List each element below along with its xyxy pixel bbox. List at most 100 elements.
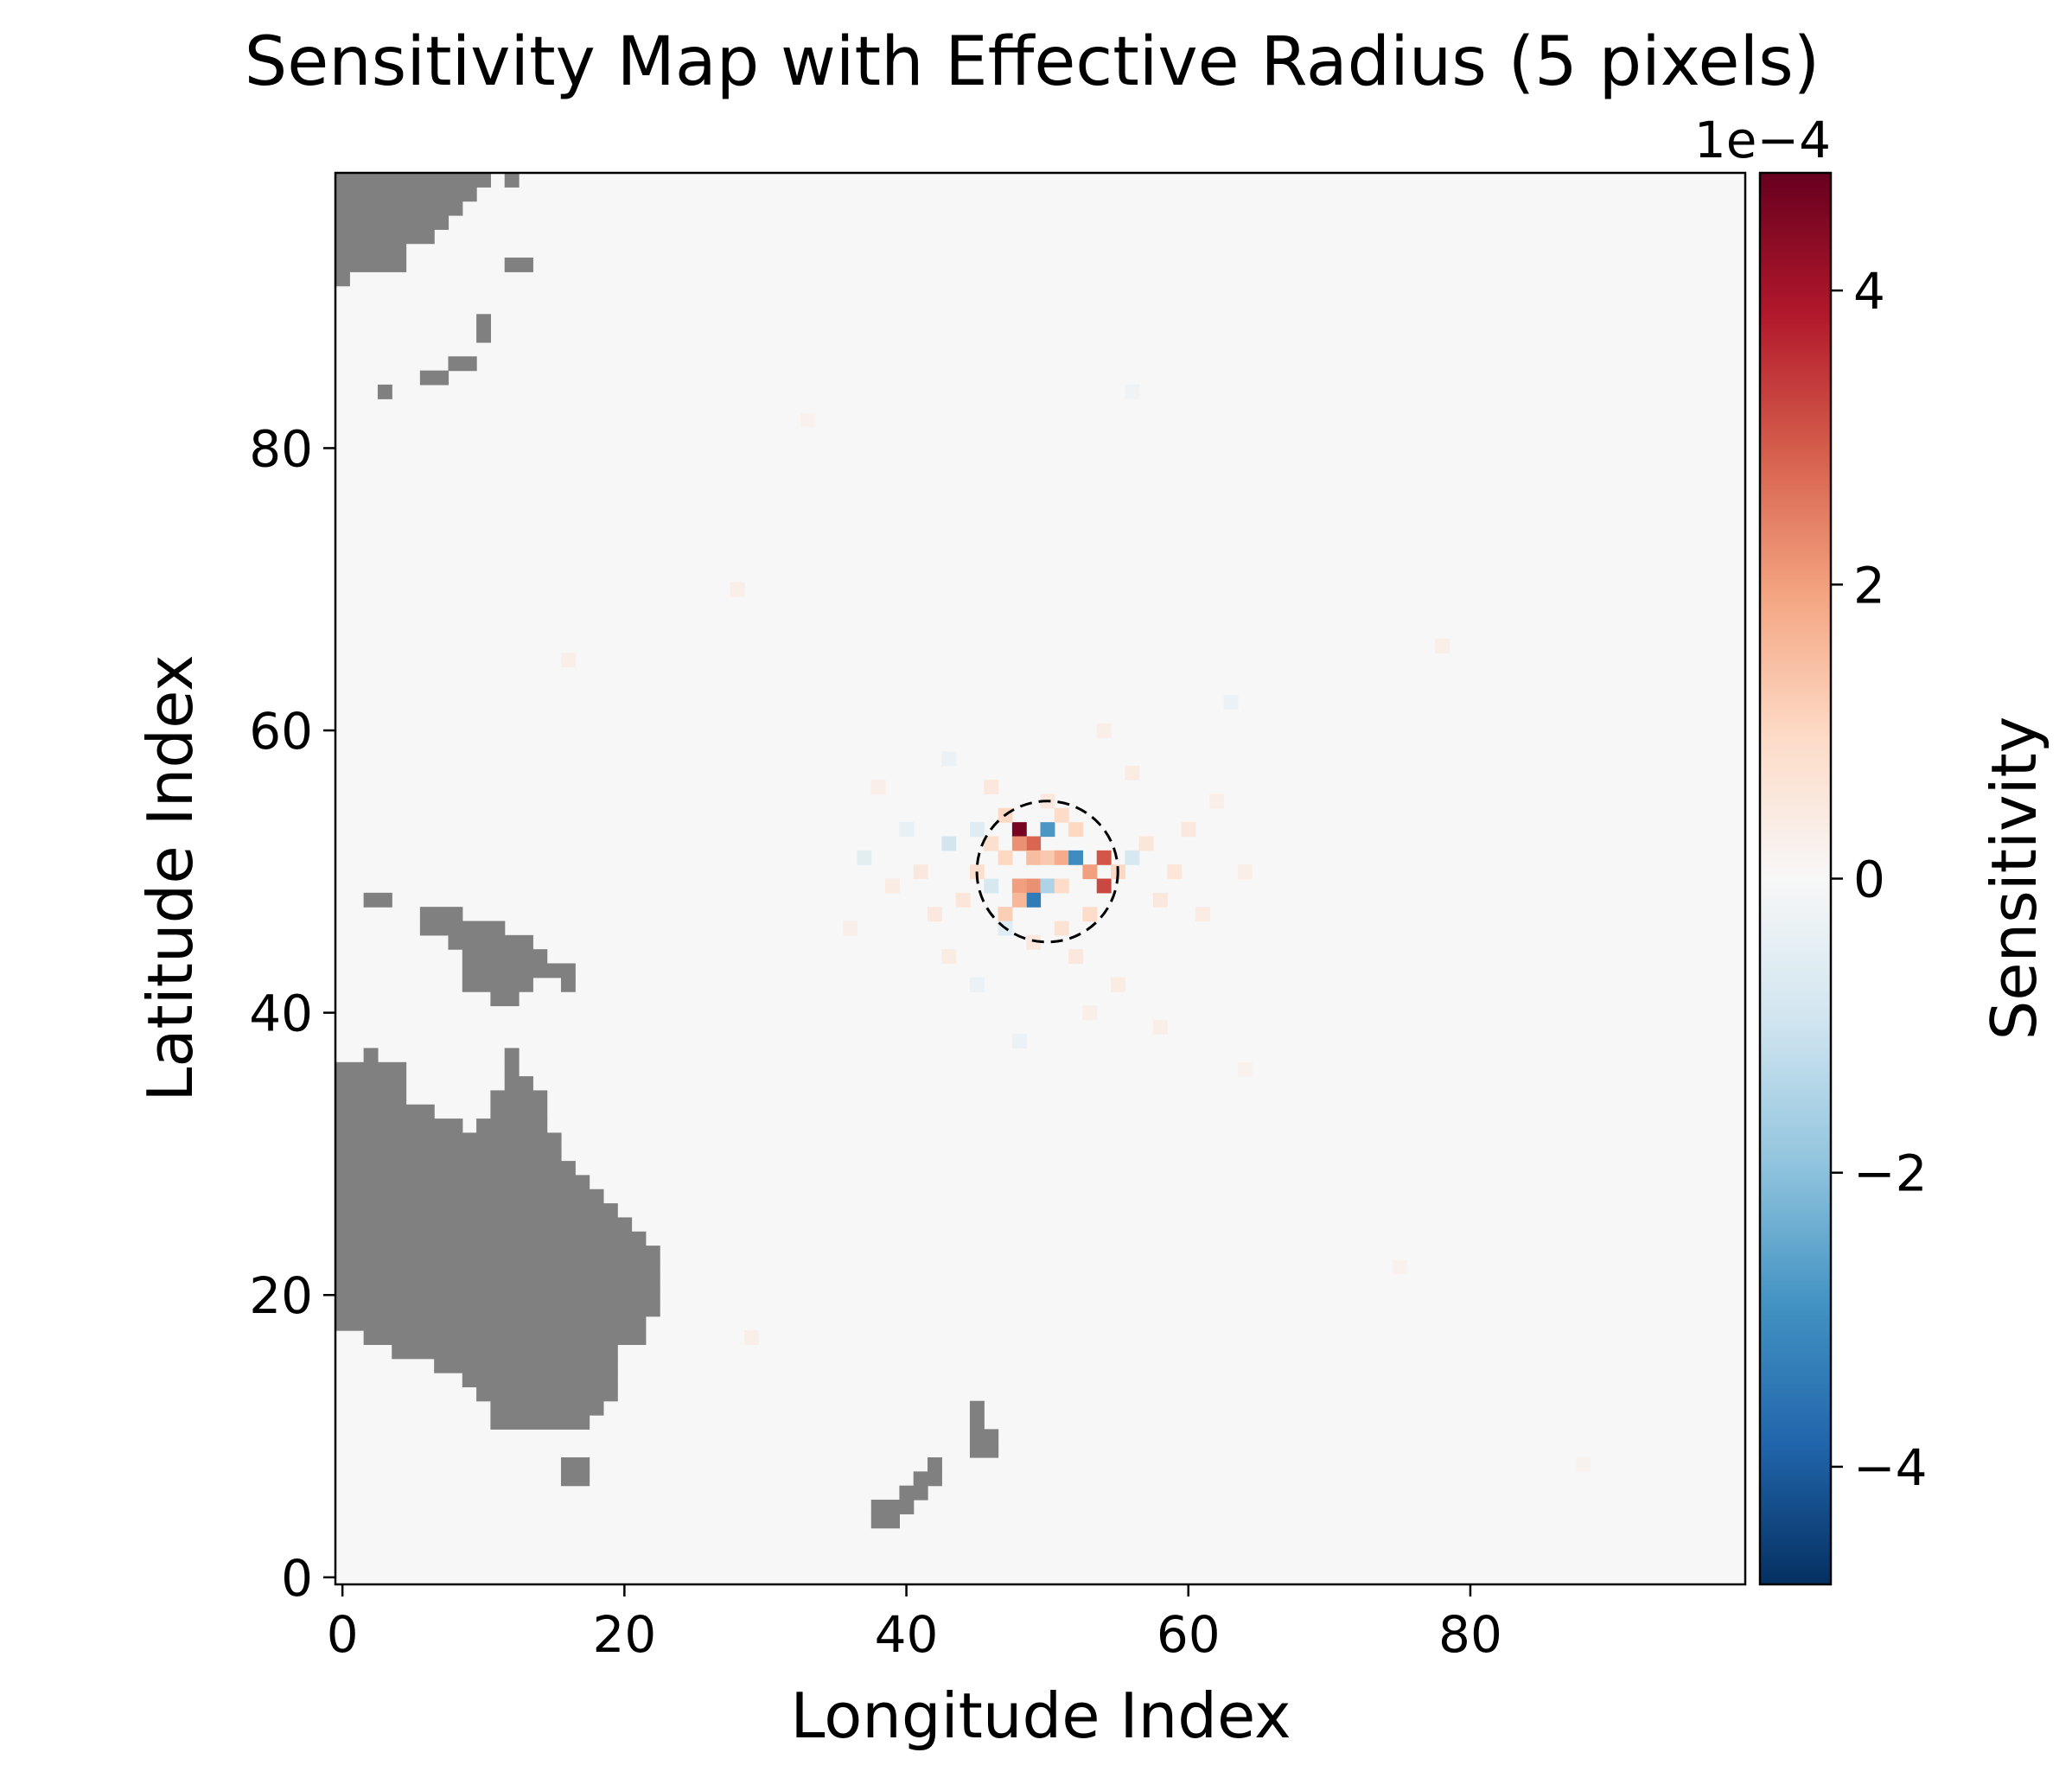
land-cell (335, 1076, 407, 1092)
sensitivity-cell (941, 949, 957, 965)
land-cell (335, 1132, 492, 1148)
sensitivity-cell (1096, 878, 1112, 894)
sensitivity-cell (800, 412, 816, 428)
land-cell (335, 271, 350, 287)
sensitivity-cell (955, 892, 971, 908)
sensitivity-cell (998, 850, 1013, 865)
sensitivity-cell (984, 836, 999, 851)
land-cell (490, 1104, 548, 1119)
land-cell (335, 1203, 618, 1219)
land-cell (462, 977, 533, 992)
land-mask (335, 173, 999, 1529)
plot-frame (334, 171, 1747, 1586)
sensitivity-cell (1082, 864, 1098, 880)
sensitivity-cell (1068, 949, 1084, 965)
land-cell (560, 1457, 590, 1472)
sensitivity-cell (1068, 850, 1084, 865)
sensitivity-cell (1096, 850, 1112, 865)
land-cell (419, 370, 449, 386)
sensitivity-cell (1026, 836, 1042, 851)
sensitivity-cell (1011, 878, 1027, 894)
land-cell (335, 1061, 407, 1077)
sensitivity-cell (1181, 822, 1196, 838)
land-cell (335, 214, 449, 230)
sensitivity-cell (969, 822, 985, 838)
sensitivity-cell (1040, 822, 1055, 838)
land-cell (434, 1358, 618, 1373)
sensitivity-cell (998, 907, 1013, 922)
land-cell (335, 1189, 604, 1204)
sensitivity-cell (1195, 907, 1210, 922)
land-cell (335, 1217, 633, 1233)
colorbar-tick-label: 2 (1853, 556, 1885, 615)
land-cell (490, 1400, 604, 1416)
land-cell (363, 1048, 379, 1063)
land-cell (335, 1246, 660, 1261)
land-cell (560, 1471, 590, 1487)
land-cell (335, 257, 407, 272)
y-axis-label: Latitude Index (134, 654, 207, 1101)
y-tick-label: 80 (249, 419, 313, 478)
land-cell (462, 949, 548, 965)
land-cell (913, 1471, 942, 1487)
sensitivity-cell (1096, 723, 1112, 738)
land-cell (335, 187, 477, 202)
sensitivity-cell (1082, 1005, 1098, 1021)
land-cell (335, 1161, 576, 1176)
sensitivity-cell (941, 751, 957, 767)
sensitivity-cell (1026, 934, 1042, 950)
land-cell (504, 1061, 520, 1077)
sensitivity-cell (1237, 864, 1253, 880)
land-cell (335, 1104, 435, 1119)
land-cell (490, 991, 520, 1007)
sensitivity-cell (984, 878, 999, 894)
colorbar-tick-label: 4 (1853, 262, 1885, 321)
y-tick-label: 40 (249, 985, 313, 1043)
land-cell (335, 201, 463, 216)
y-tick-label: 60 (249, 702, 313, 761)
land-cell (419, 907, 463, 922)
sensitivity-cell (743, 1330, 759, 1345)
sensitivity-cell (1167, 864, 1183, 880)
sensitivity-cell (1138, 836, 1154, 851)
plot-area (334, 171, 1747, 1586)
sensitivity-cell (1068, 822, 1084, 838)
land-cell (335, 229, 435, 245)
land-cell (476, 1132, 562, 1148)
sensitivity-cell (928, 907, 942, 922)
sensitivity-cell (1125, 850, 1140, 865)
land-cell (504, 1076, 533, 1092)
land-cell (476, 1386, 618, 1402)
sensitivity-cell (1152, 892, 1168, 908)
x-tick-label: 20 (592, 1605, 656, 1664)
sensitivity-cell (885, 878, 900, 894)
sensitivity-cell (870, 780, 886, 795)
sensitivity-cell (1054, 921, 1069, 936)
colorbar-ticks: −4 −2 0 2 4 (1831, 262, 1928, 1497)
land-cell (969, 1443, 999, 1458)
colorbar-label: Sensitivity (1978, 717, 2050, 1041)
land-cell (335, 1118, 463, 1134)
x-tick-label: 80 (1438, 1605, 1502, 1664)
sensitivity-cell (560, 653, 576, 668)
sensitivity-cell (913, 864, 928, 880)
land-cell (504, 1048, 520, 1063)
land-cell (928, 1457, 942, 1472)
sensitivity-cell (1054, 878, 1069, 894)
sensitivity-cell (969, 977, 985, 992)
sensitivity-cell (1223, 695, 1239, 711)
land-cell (392, 1344, 618, 1360)
land-cell (476, 1118, 548, 1134)
sensitivity-cell (1393, 1259, 1408, 1275)
colorbar: −4 −2 0 2 4 1e−4 Sensitivity (1694, 111, 2050, 1586)
sensitivity-cell (1237, 1061, 1253, 1077)
land-cell (363, 892, 392, 908)
land-cell (899, 1485, 928, 1501)
y-tick-label: 0 (281, 1549, 313, 1608)
land-cell (462, 1373, 618, 1387)
land-cell (377, 384, 392, 399)
land-cell (504, 257, 533, 272)
x-tick-label: 0 (327, 1605, 359, 1664)
land-cell (504, 173, 520, 188)
